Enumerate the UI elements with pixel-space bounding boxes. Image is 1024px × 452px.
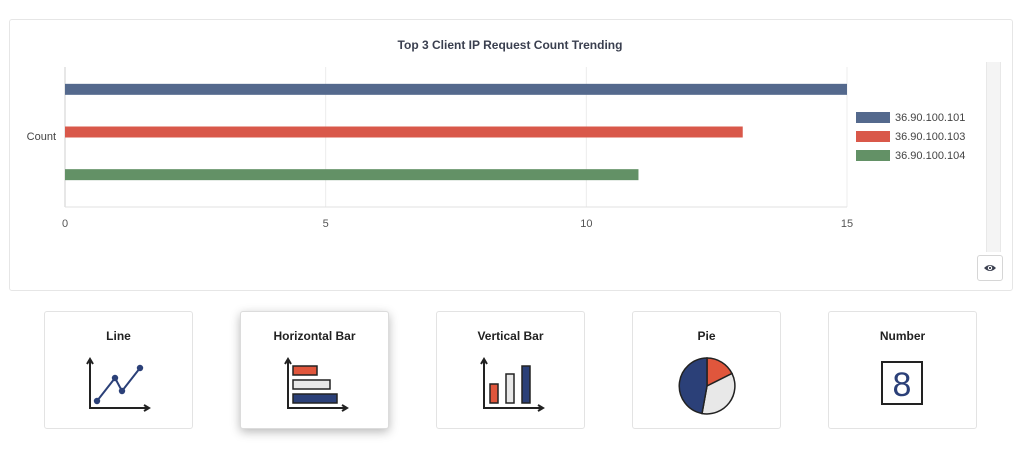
chart-type-vertical-bar[interactable]: Vertical Bar bbox=[436, 311, 585, 429]
scrollbar[interactable] bbox=[986, 62, 1001, 252]
chart-type-horizontal-bar[interactable]: Horizontal Bar bbox=[240, 311, 389, 429]
bar bbox=[65, 169, 639, 181]
category-label: Count bbox=[27, 131, 56, 143]
chart-type-label: Line bbox=[106, 329, 131, 343]
line-chart-icon bbox=[86, 357, 151, 412]
bar bbox=[65, 126, 743, 138]
toggle-view-button[interactable] bbox=[977, 255, 1003, 281]
chart-type-label: Number bbox=[879, 329, 926, 343]
legend-swatch bbox=[856, 150, 890, 161]
x-tick-label: 5 bbox=[323, 218, 329, 230]
chart-type-label: Vertical Bar bbox=[477, 329, 544, 343]
number-icon-digit: 8 bbox=[893, 366, 912, 404]
chart-panel bbox=[9, 19, 1013, 291]
legend-swatch bbox=[856, 131, 890, 142]
chart-type-label: Pie bbox=[697, 329, 716, 343]
chart-type-label: Horizontal Bar bbox=[273, 329, 356, 343]
legend-swatch bbox=[856, 112, 890, 123]
chart-title: Top 3 Client IP Request Count Trending bbox=[397, 38, 623, 52]
x-tick-label: 10 bbox=[580, 218, 592, 230]
vertical-bar-chart-icon bbox=[480, 357, 545, 412]
eye-icon bbox=[984, 265, 996, 271]
number-icon: 8 bbox=[881, 361, 923, 405]
legend-label: 36.90.100.103 bbox=[895, 131, 965, 143]
x-tick-label: 0 bbox=[62, 218, 68, 230]
pie-chart-icon bbox=[678, 357, 736, 415]
chart-type-pie[interactable]: Pie bbox=[632, 311, 781, 429]
chart-type-number[interactable]: Number 8 bbox=[828, 311, 977, 429]
legend-label: 36.90.100.104 bbox=[895, 150, 965, 162]
chart-type-line[interactable]: Line bbox=[44, 311, 193, 429]
x-tick-label: 15 bbox=[841, 218, 853, 230]
horizontal-bar-chart-icon bbox=[284, 357, 349, 412]
legend-label: 36.90.100.101 bbox=[895, 112, 965, 124]
bar bbox=[65, 83, 847, 95]
horizontal-bar-chart: 0 5 10 15 Count 36.90.100.101 36.90.100.103 36.… bbox=[27, 67, 965, 230]
